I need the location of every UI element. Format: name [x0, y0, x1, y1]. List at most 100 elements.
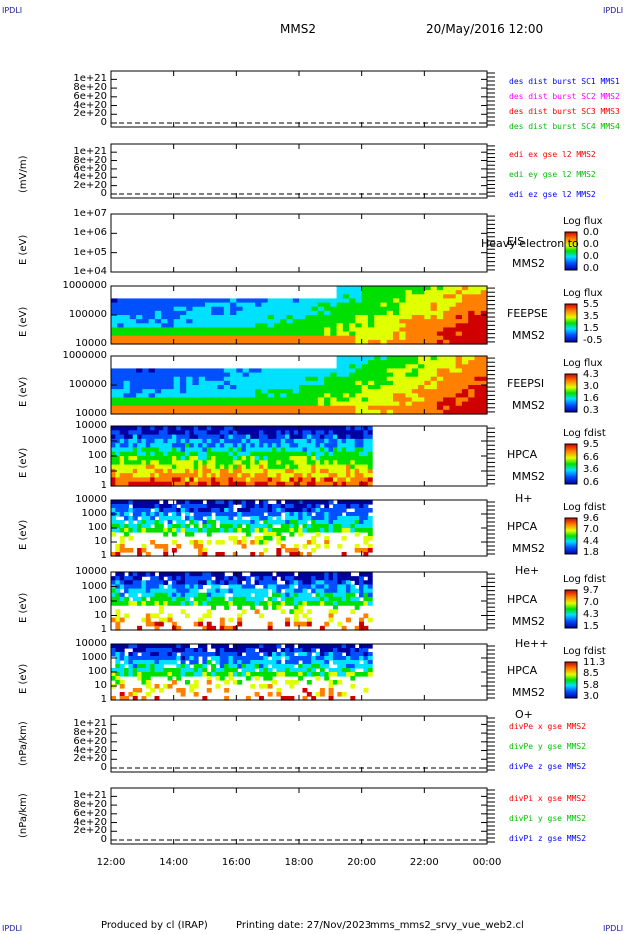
species-label: O+	[515, 708, 533, 721]
colorbar-tick-label: 5.5	[583, 299, 599, 310]
ytick-label: 2e+20	[73, 179, 107, 191]
ytick-label: 0	[100, 834, 107, 845]
colorbar-tick-label: 4.4	[583, 535, 599, 547]
y-axis-label: E (eV)	[18, 663, 29, 694]
colorbar	[564, 661, 578, 699]
instrument-label: HPCA	[507, 593, 538, 606]
y-axis-label: (nPa/km)	[18, 793, 29, 838]
ytick-label: 10	[94, 609, 107, 621]
y-axis-label: E (eV)	[18, 234, 29, 265]
colorbar	[564, 231, 578, 271]
legend-entry: edi ez gse l2 MMS2	[509, 190, 596, 199]
ytick-label: 1e+21	[73, 73, 107, 85]
legend-entry: divPe z gse MMS2	[509, 762, 587, 771]
species-label: He++	[515, 637, 549, 650]
ytick-label: 2e+20	[73, 753, 107, 765]
panel-frame-p11	[110, 787, 488, 845]
ytick-label: 6e+20	[73, 90, 107, 102]
colorbar-tick-label: 9.5	[583, 439, 599, 450]
spacecraft-label: MMS2	[512, 399, 545, 412]
colorbar-title: Log flux	[563, 358, 603, 369]
x-tick-label: 12:00	[96, 857, 126, 868]
footer-produced: Produced by cl (IRAP)	[101, 920, 208, 931]
colorbar-tick-label: 0.3	[583, 404, 599, 416]
legend-entry: divPe x gse MMS2	[509, 722, 587, 731]
colorbar-tick-label: 1.5	[583, 620, 599, 632]
ytick-label: 4e+20	[73, 744, 107, 756]
colorbar-tick-label: 4.3	[583, 608, 599, 620]
y-axis-label: (mV/m)	[18, 155, 29, 194]
colorbar-tick-label: 11.3	[583, 657, 606, 668]
spectrogram-p8	[111, 572, 373, 631]
ytick-label: 10	[94, 536, 107, 547]
ytick-label: 100	[87, 595, 107, 606]
ytick-label: 1e+21	[73, 790, 107, 802]
instrument-label: HPCA	[507, 664, 538, 677]
colorbar-tick-label: 0.0	[583, 227, 599, 238]
ytick-label: 1	[100, 624, 107, 635]
ytick-label: 0	[100, 188, 107, 199]
spacecraft-label: MMS2	[512, 615, 545, 628]
colorbar-tick-label: 6.6	[583, 451, 599, 463]
ytick-label: 1000	[81, 580, 107, 592]
colorbar-title: Log flux	[563, 288, 603, 299]
legend-entry: des dist burst SC3 MMS3	[509, 107, 620, 116]
ytick-label: 10000	[75, 494, 107, 505]
species-label: H+	[515, 492, 533, 505]
y-axis-label: E (eV)	[18, 306, 29, 337]
corner-mark-tl: IPDLI	[2, 6, 23, 15]
x-tick-label: 16:00	[221, 857, 251, 868]
footer-filename: mms_mms2_srvy_vue_web2.cl	[370, 920, 524, 931]
colorbar	[564, 517, 578, 555]
ytick-label: 1e+06	[73, 227, 107, 239]
colorbar-tick-label: 3.0	[583, 380, 599, 392]
spectrogram-p4	[111, 286, 488, 345]
ytick-label: 1e+05	[73, 246, 107, 258]
colorbar-tick-label: 3.6	[583, 464, 599, 475]
species-label: He+	[515, 564, 540, 577]
spectrogram-p9	[111, 644, 373, 701]
spectrogram-p5	[111, 356, 488, 415]
ytick-label: 1e+21	[73, 718, 107, 730]
colorbar-title: Log fdist	[563, 502, 606, 513]
ytick-label: 8e+20	[73, 154, 107, 166]
x-tick-label: 00:00	[472, 857, 502, 868]
footer-printing-date: Printing date: 27/Nov/2023	[236, 920, 372, 931]
ytick-label: 1	[100, 694, 107, 705]
ytick-label: 4e+20	[73, 171, 107, 183]
colorbar-tick-label: 1.8	[583, 546, 599, 558]
ytick-label: 1000	[81, 508, 107, 519]
ytick-label: 10000	[75, 420, 107, 431]
date-title: 20/May/2016 12:00	[426, 22, 544, 36]
colorbar-tick-label: 8.5	[583, 668, 599, 680]
colorbar-title: Log flux	[563, 216, 603, 227]
ytick-label: 1e+04	[73, 266, 107, 277]
corner-mark-bl: IPDLI	[2, 924, 23, 933]
ytick-label: 100000	[68, 309, 107, 320]
ytick-label: 2e+20	[73, 825, 107, 837]
colorbar-tick-label: 0.0	[583, 238, 599, 250]
colorbar	[564, 589, 578, 629]
legend-entry: divPi y gse MMS2	[509, 814, 587, 823]
x-tick-label: 20:00	[347, 857, 377, 868]
spacecraft-label: MMS2	[512, 542, 545, 555]
ytick-label: 1000000	[62, 350, 107, 361]
y-axis-label: E (eV)	[18, 376, 29, 407]
instrument-label: FEEPSE	[507, 307, 548, 320]
corner-mark-tr: IPDLI	[603, 6, 624, 15]
instrument-label: HPCA	[507, 520, 538, 533]
colorbar-title: Log fdist	[563, 646, 606, 657]
mission-title: MMS2	[280, 22, 316, 36]
instrument-label: EIS	[507, 235, 525, 248]
colorbar-tick-label: 3.5	[583, 310, 599, 322]
ytick-label: 1000000	[62, 280, 107, 291]
ytick-label: 10000	[75, 566, 107, 577]
colorbar-tick-label: 1.5	[583, 322, 599, 334]
legend-entry: des dist burst SC2 MMS2	[509, 92, 620, 101]
instrument-label: FEEPSI	[507, 377, 545, 390]
ytick-label: 100	[87, 450, 107, 461]
x-tick-label: 18:00	[284, 857, 314, 868]
ytick-label: 1e+07	[73, 208, 107, 219]
